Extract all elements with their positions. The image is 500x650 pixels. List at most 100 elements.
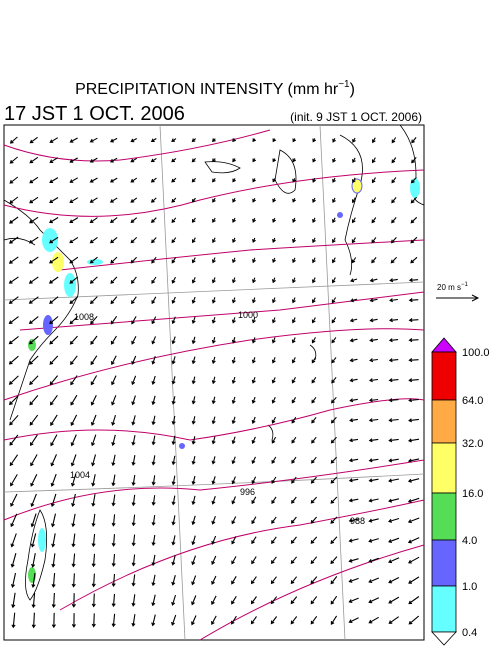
wind-arrow: [110, 296, 118, 305]
wind-arrow: [368, 597, 380, 604]
wind-arrow: [368, 518, 379, 523]
wind-arrow: [291, 337, 296, 344]
wind-arrow: [131, 514, 136, 527]
latitude-line: [3, 473, 425, 493]
wind-arrow: [311, 297, 316, 304]
wind-arrow: [251, 576, 257, 585]
isobars: [3, 129, 425, 641]
wind-arrow: [131, 574, 136, 587]
wind-arrow: [408, 398, 419, 403]
wind-arrow: [390, 237, 397, 244]
wind-arrow: [368, 498, 379, 503]
wind-arrow: [369, 298, 378, 303]
wind-arrow: [191, 197, 196, 203]
wind-arrow: [28, 236, 39, 244]
wind-arrow: [69, 335, 78, 345]
coastline: [3, 199, 79, 421]
wind-arrow: [70, 355, 78, 366]
wind-arrow: [69, 137, 78, 143]
wind-arrow: [272, 237, 276, 243]
isobar: [3, 169, 425, 217]
wind-arrow: [332, 137, 336, 143]
wind-arrow: [29, 414, 39, 426]
wind-arrow: [8, 316, 19, 325]
wind-arrow: [71, 493, 76, 507]
colorbar-bin: [431, 492, 457, 541]
wind-arrow: [211, 436, 216, 445]
wind-arrow: [368, 378, 379, 383]
wind-scale-superscript: −1: [461, 282, 469, 288]
wind-arrow: [311, 317, 316, 324]
wind-arrow: [130, 157, 138, 163]
wind-arrow: [331, 317, 337, 324]
wind-arrow: [70, 434, 77, 447]
wind-arrow: [49, 394, 58, 406]
map-title: PRECIPITATION INTENSITY (mm hr−1): [75, 79, 355, 98]
wind-arrow: [252, 237, 256, 243]
wind-arrow: [231, 615, 237, 625]
wind-arrow: [231, 297, 236, 304]
wind-arrow: [330, 456, 338, 464]
wind-arrow: [251, 377, 256, 384]
wind-arrow: [131, 594, 136, 607]
wind-arrow: [9, 156, 18, 164]
wind-arrow: [9, 434, 19, 446]
wind-arrow: [90, 394, 97, 406]
wind-arrow: [407, 537, 420, 544]
wind-arrow: [171, 276, 176, 284]
wind-arrow: [211, 456, 216, 465]
colorbar-label: 16.0: [462, 488, 483, 500]
wind-arrow: [251, 516, 257, 525]
wind-arrow: [331, 237, 336, 244]
wind-arrow: [191, 336, 196, 345]
rain-area: [64, 273, 76, 297]
wind-arrow: [171, 614, 177, 626]
wind-arrow: [231, 576, 237, 585]
wind-arrow: [232, 158, 236, 163]
wind-arrow: [231, 456, 236, 465]
wind-arrow: [70, 414, 78, 427]
wind-arrow: [348, 577, 359, 583]
wind-arrow: [348, 438, 359, 443]
wind-arrow: [291, 357, 296, 364]
wind-arrow: [131, 534, 136, 547]
colorbar-bin: [431, 539, 457, 587]
wind-arrow: [69, 157, 78, 163]
wind-arrow: [131, 355, 137, 365]
wind-arrow: [171, 495, 176, 506]
wind-arrow: [131, 474, 136, 486]
wind-arrow: [130, 237, 138, 244]
wind-arrow: [369, 278, 378, 283]
wind-arrow: [271, 277, 276, 284]
wind-arrow: [151, 276, 157, 284]
wind-arrow: [49, 316, 59, 325]
wind-arrow: [191, 296, 196, 304]
wind-arrow: [28, 256, 39, 264]
wind-arrow: [9, 454, 19, 467]
rain-area: [337, 212, 343, 218]
wind-arrow: [411, 157, 417, 164]
wind-arrow: [109, 217, 118, 224]
wind-arrow: [408, 418, 419, 423]
wind-arrow: [368, 478, 379, 483]
wind-arrow: [271, 357, 276, 364]
wind-arrow: [110, 355, 117, 366]
wind-arrow: [408, 438, 420, 443]
wind-arrow: [231, 277, 236, 284]
wind-arrow: [251, 277, 256, 284]
wind-arrow: [111, 514, 116, 527]
wind-arrow: [407, 458, 420, 463]
wind-arrow: [211, 376, 216, 385]
wind-arrow: [49, 355, 59, 365]
wind-arrow: [130, 217, 138, 223]
wind-arrow: [348, 617, 359, 624]
wind-arrow: [271, 337, 276, 344]
wind-arrow: [109, 177, 118, 183]
wind-arrow: [131, 494, 136, 507]
wind-vectors: [8, 136, 420, 629]
wind-arrow: [411, 137, 417, 144]
wind-arrow: [69, 177, 78, 183]
wind-arrow: [291, 397, 297, 404]
wind-arrow: [211, 277, 216, 284]
wind-arrow: [131, 415, 136, 426]
